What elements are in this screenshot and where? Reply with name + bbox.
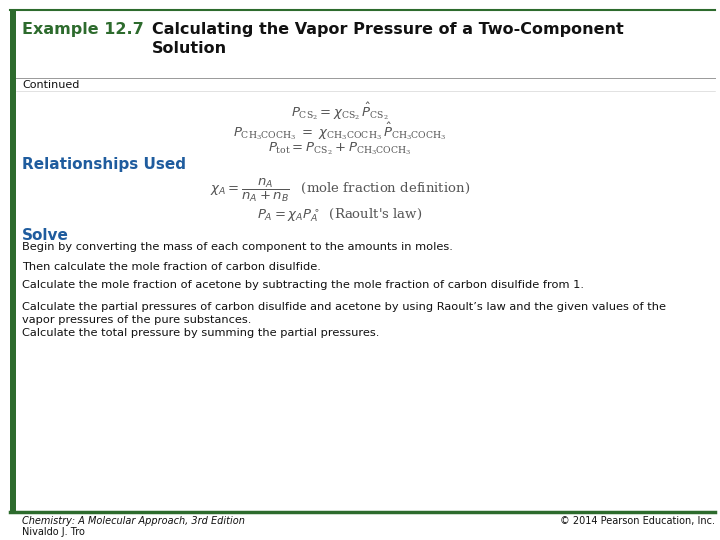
Text: Solve: Solve xyxy=(22,228,69,243)
Text: © 2014 Pearson Education, Inc.: © 2014 Pearson Education, Inc. xyxy=(560,516,715,526)
Text: $\chi_A = \dfrac{n_A}{n_A + n_B}\;\;$ (mole fraction definition): $\chi_A = \dfrac{n_A}{n_A + n_B}\;\;$ (m… xyxy=(210,177,470,204)
Text: Nivaldo J. Tro: Nivaldo J. Tro xyxy=(22,527,85,537)
Text: Continued: Continued xyxy=(22,80,79,90)
Text: $P_{\mathregular{CS_2}} = \chi_{\mathregular{CS_2}}\,\mathit{\hat{P}}_{\mathregu: $P_{\mathregular{CS_2}} = \chi_{\mathreg… xyxy=(291,100,389,122)
Text: Chemistry: A Molecular Approach, 3rd Edition: Chemistry: A Molecular Approach, 3rd Edi… xyxy=(22,516,245,526)
Text: Calculate the partial pressures of carbon disulfide and acetone by using Raoult’: Calculate the partial pressures of carbo… xyxy=(22,302,666,325)
Text: Calculating the Vapor Pressure of a Two-Component
Solution: Calculating the Vapor Pressure of a Two-… xyxy=(152,22,624,56)
Text: Calculate the total pressure by summing the partial pressures.: Calculate the total pressure by summing … xyxy=(22,328,379,338)
Text: Calculate the mole fraction of acetone by subtracting the mole fraction of carbo: Calculate the mole fraction of acetone b… xyxy=(22,280,584,290)
Text: $P_A = \chi_A P_A^\circ\;$ (Raoult's law): $P_A = \chi_A P_A^\circ\;$ (Raoult's law… xyxy=(257,207,423,225)
Text: Begin by converting the mass of each component to the amounts in moles.: Begin by converting the mass of each com… xyxy=(22,242,453,252)
Bar xyxy=(10,10,16,512)
Text: $P_{\mathregular{CH_3COCH_3}}\; =\; \chi_{\mathregular{CH_3COCH_3}}\,\mathit{\ha: $P_{\mathregular{CH_3COCH_3}}\; =\; \chi… xyxy=(233,120,447,141)
Text: Relationships Used: Relationships Used xyxy=(22,157,186,172)
Text: Example 12.7: Example 12.7 xyxy=(22,22,144,37)
Text: $P_{\mathregular{tot}} = P_{\mathregular{CS_2}} + P_{\mathregular{CH_3COCH_3}}$: $P_{\mathregular{tot}} = P_{\mathregular… xyxy=(269,140,412,157)
Text: Then calculate the mole fraction of carbon disulfide.: Then calculate the mole fraction of carb… xyxy=(22,262,321,272)
